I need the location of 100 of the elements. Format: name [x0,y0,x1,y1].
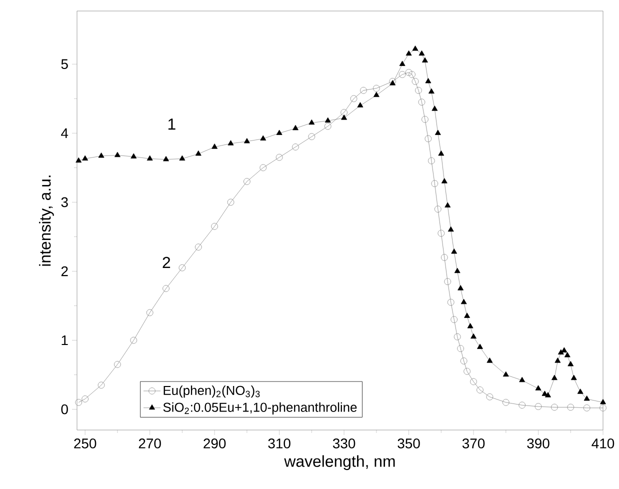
point [373,84,380,92]
point [535,385,542,390]
point [276,154,283,161]
y-tick-label: 3 [61,197,68,208]
point [398,71,406,78]
x-tick-label: 350 [398,438,420,448]
y-tick-label: 1 [62,335,68,346]
y-tick-label: 2 [61,266,68,276]
point [477,344,483,349]
point [584,396,590,401]
x-tick-label: 330 [332,438,356,448]
point [163,156,169,162]
point [260,164,267,172]
point [308,133,316,140]
y-tick-label: 5 [61,59,68,70]
y-tick-label: 4 [61,128,68,138]
point [428,88,434,94]
point [406,50,412,56]
point [98,152,104,158]
point [551,374,558,380]
point [464,368,470,375]
point [568,361,574,366]
point [460,358,468,364]
x-tick-label: 410 [592,438,614,448]
point [450,316,458,323]
point [567,404,574,411]
point [415,86,422,94]
point [308,119,315,125]
point [292,144,299,150]
point [146,309,154,316]
point [564,352,570,358]
point [467,323,474,328]
point [195,150,202,156]
y-axis-title: intensity, a.u. [39,176,54,266]
point [448,226,454,232]
x-tick-label: 250 [74,438,96,448]
point [600,398,606,404]
point [460,298,467,304]
point [130,153,137,158]
x-tick-label: 290 [204,438,226,448]
point [412,78,419,85]
point [502,398,510,406]
point [457,345,464,352]
point [114,152,120,158]
point [418,50,425,56]
point [438,150,444,156]
x-tick-label: 390 [527,438,550,448]
point [412,46,418,51]
point [424,135,432,142]
point [518,402,526,409]
point [458,285,464,290]
point [440,254,448,261]
point [357,102,364,108]
point [211,222,218,230]
point [82,396,88,402]
point [600,404,606,412]
point [350,95,358,102]
point [227,198,234,206]
point [561,347,568,352]
legend-label: SiO$_{2}$:0.05Eu+1,10-phenanthroline [163,402,357,414]
point [340,109,348,116]
point [98,382,105,389]
annotation: 1 [168,118,176,130]
point [486,358,493,363]
point [444,278,452,285]
point [422,57,428,62]
point [212,144,218,149]
point [373,92,380,98]
point [554,358,561,363]
x-tick-label: 270 [138,438,161,448]
point [432,106,438,111]
point [558,349,564,354]
point [502,371,509,377]
point [431,180,438,187]
point [534,403,542,410]
point [444,202,451,208]
point [545,392,551,398]
point [425,78,432,84]
point [194,244,202,250]
point [260,135,266,140]
point [441,178,448,184]
point [292,124,298,130]
point [146,155,153,161]
point [454,333,461,340]
point [583,404,590,412]
point [162,285,170,292]
point [405,69,412,76]
point [75,398,82,406]
point [341,114,348,120]
x-tick-label: 370 [462,438,485,448]
point [276,130,282,135]
point [434,130,441,135]
legend-label: Eu(phen)$_{2}$(NO$_{3}$)$_{3}$ [164,386,260,398]
point [438,230,445,237]
point [228,140,234,146]
point [577,388,584,394]
point [399,60,406,66]
point [178,264,186,272]
point [130,336,138,344]
point [360,86,367,94]
